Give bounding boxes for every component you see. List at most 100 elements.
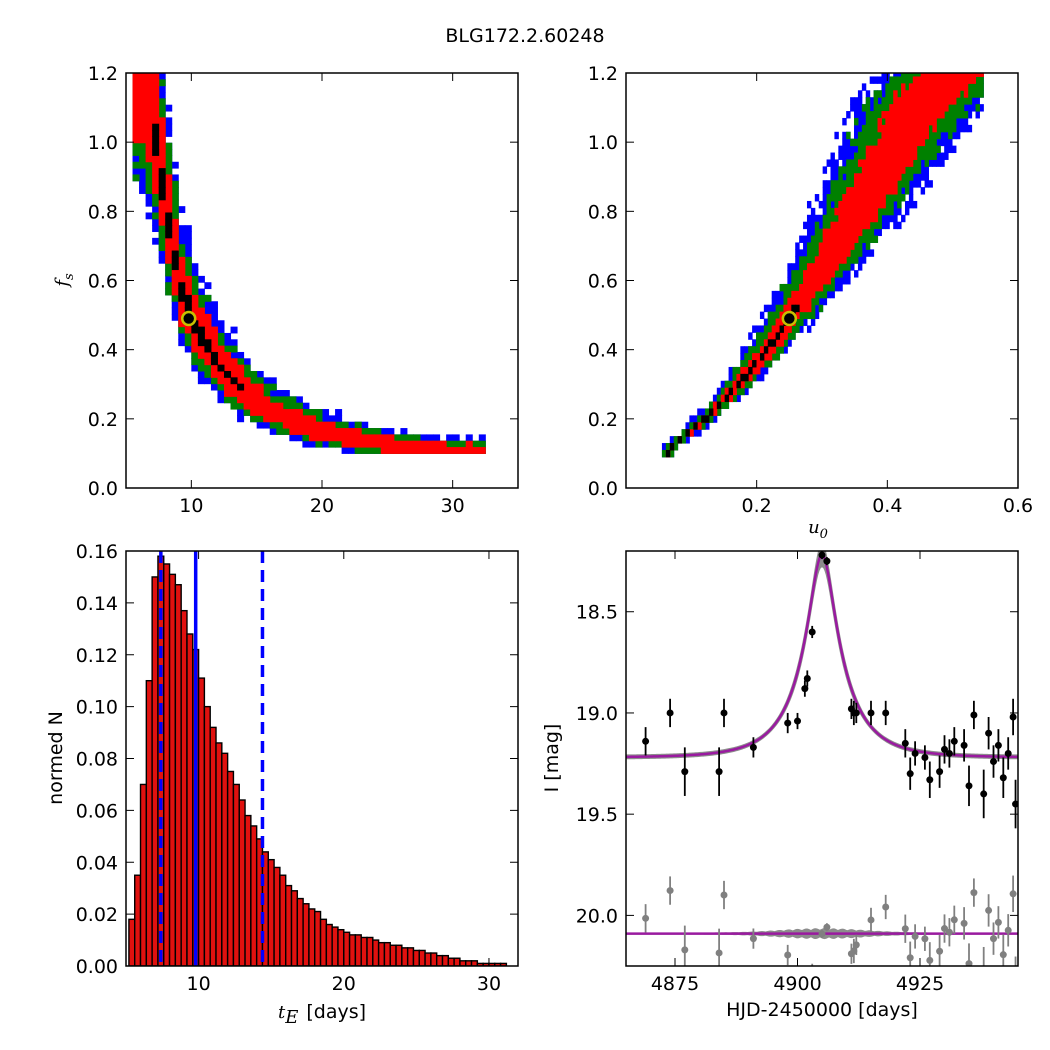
- heatmap-cell: [975, 76, 980, 84]
- heatmap-cell: [869, 117, 875, 126]
- heatmap-cell: [795, 277, 800, 285]
- heatmap-cell: [897, 124, 902, 133]
- heatmap-cell: [897, 221, 902, 230]
- heatmap-cell: [361, 440, 369, 448]
- heatmap-cell: [165, 168, 173, 175]
- heatmap-cell: [791, 283, 796, 292]
- heatmap-cell: [204, 364, 212, 372]
- heatmap-cell: [854, 159, 859, 167]
- heatmap-cell: [967, 90, 973, 98]
- heatmap-cell: [857, 263, 863, 271]
- residual-point: [965, 960, 973, 966]
- y-tick-label: 1.2: [588, 63, 618, 85]
- heatmap-cell: [869, 138, 875, 147]
- heatmap-cell: [732, 387, 737, 396]
- heatmap-cell: [810, 283, 816, 292]
- heatmap-cell: [756, 353, 761, 361]
- heatmap-cell: [139, 161, 147, 169]
- heatmap-cell: [217, 364, 225, 372]
- heatmap-cell: [861, 207, 867, 216]
- heatmap-cell: [171, 307, 179, 315]
- heatmap-cell: [881, 159, 886, 167]
- heatmap-cell: [165, 193, 173, 201]
- heatmap-cell: [740, 346, 745, 354]
- heatmap-cell: [940, 124, 945, 133]
- heatmap-cell: [178, 256, 186, 264]
- heatmap-cell: [908, 76, 914, 84]
- heatmap-cell: [197, 320, 205, 328]
- heatmap-cell: [152, 225, 160, 233]
- heatmap-cell: [861, 111, 867, 119]
- heatmap-cell: [806, 221, 812, 230]
- heatmap-cell: [230, 364, 238, 372]
- heatmap-cell: [256, 383, 264, 391]
- heatmap-cell: [885, 180, 890, 188]
- heatmap-cell: [846, 207, 851, 216]
- heatmap-cell: [901, 76, 906, 84]
- heatmap-cell: [184, 275, 192, 283]
- heatmap-cell: [846, 277, 851, 285]
- heatmap-cell: [810, 207, 816, 216]
- heatmap-cell: [459, 440, 467, 448]
- heatmap-cell: [877, 138, 882, 147]
- heatmap-cell: [885, 138, 890, 147]
- y-tick-label: 0.6: [588, 271, 618, 293]
- heatmap-cell: [210, 383, 218, 391]
- heatmap-cell: [295, 409, 303, 416]
- data-point: [715, 768, 723, 776]
- heatmap-cell: [936, 152, 941, 160]
- heatmap-cell: [204, 307, 212, 315]
- heatmap-cell: [842, 173, 847, 181]
- heatmap-cell: [901, 73, 906, 77]
- y-tick-label: 0.0: [588, 478, 618, 500]
- heatmap-cell: [897, 194, 902, 202]
- histogram-bar: [296, 897, 304, 966]
- histogram-bar: [139, 783, 148, 966]
- heatmap-cell: [928, 131, 933, 140]
- heatmap-cell: [400, 447, 408, 454]
- heatmap-cell: [308, 440, 316, 448]
- heatmap-cell: [393, 434, 401, 442]
- heatmap-cell: [877, 111, 882, 119]
- heatmap-cell: [865, 207, 871, 216]
- heatmap-cell: [256, 421, 264, 429]
- heatmap-cell: [901, 83, 906, 91]
- heatmap-cell: [881, 117, 886, 126]
- heatmap-cell: [197, 294, 205, 302]
- heatmap-cell: [145, 123, 153, 131]
- heatmap-cell: [944, 90, 949, 98]
- heatmap-cell: [302, 434, 310, 442]
- heatmap-cell: [861, 249, 867, 257]
- heatmap-cell: [771, 339, 777, 347]
- heatmap-cell: [341, 434, 349, 442]
- heatmap-cell: [877, 90, 882, 98]
- heatmap-cell: [217, 396, 225, 404]
- heatmap-cell: [904, 73, 910, 77]
- heatmap-cell: [854, 200, 859, 209]
- heatmap-cell: [838, 263, 843, 271]
- histogram-bar: [325, 923, 333, 966]
- heatmap-cell: [308, 434, 316, 442]
- heatmap-cell: [834, 256, 839, 264]
- heatmap-cell: [948, 131, 953, 140]
- heatmap-cell: [826, 235, 831, 243]
- heatmap-cell: [814, 235, 820, 243]
- heatmap-cell: [158, 250, 166, 258]
- heatmap-cell: [920, 166, 926, 174]
- heatmap-cell: [834, 228, 839, 237]
- heatmap-cell: [165, 199, 173, 207]
- heatmap-cell: [901, 166, 906, 174]
- heatmap-cell: [889, 76, 894, 84]
- heatmap-cell: [158, 136, 166, 144]
- heatmap-cell: [806, 325, 812, 333]
- heatmap-cell: [865, 221, 871, 230]
- heatmap-cell: [854, 131, 859, 140]
- heatmap-cell: [857, 256, 863, 264]
- heatmap-cell: [308, 428, 316, 435]
- heatmap-cell: [842, 242, 847, 250]
- heatmap-cell: [158, 104, 166, 112]
- heatmap-cell: [850, 256, 855, 264]
- heatmap-cell: [846, 138, 851, 147]
- heatmap-cell: [877, 200, 882, 209]
